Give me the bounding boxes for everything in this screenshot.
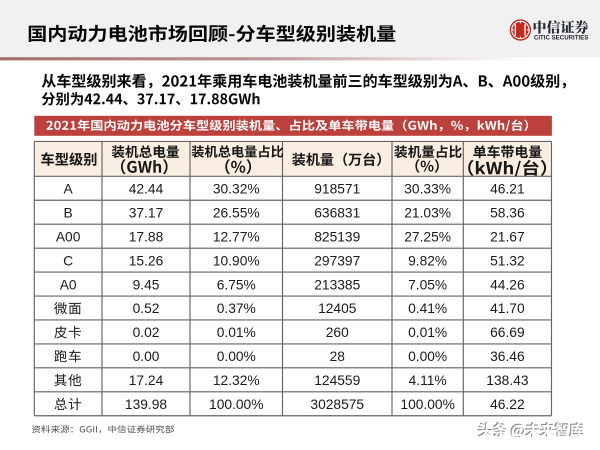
svg-text:46.21: 46.21: [490, 181, 525, 196]
svg-text:6.75%: 6.75%: [217, 277, 256, 292]
svg-text:10.90%: 10.90%: [213, 253, 260, 268]
svg-text:17.24: 17.24: [129, 373, 164, 388]
svg-text:0.01%: 0.01%: [408, 325, 447, 340]
svg-text:297397: 297397: [314, 253, 360, 268]
svg-text:44.26: 44.26: [490, 277, 525, 292]
svg-text:C: C: [63, 253, 73, 268]
svg-text:30.33%: 30.33%: [404, 181, 451, 196]
svg-text:27.25%: 27.25%: [404, 229, 451, 244]
svg-text:A00: A00: [56, 229, 81, 244]
svg-text:636831: 636831: [314, 205, 360, 220]
svg-text:100.00%: 100.00%: [400, 397, 454, 412]
svg-text:213385: 213385: [314, 277, 360, 292]
svg-text:15.26: 15.26: [129, 253, 164, 268]
svg-text:260: 260: [326, 325, 349, 340]
svg-text:0.02: 0.02: [133, 325, 160, 340]
svg-text:A0: A0: [60, 277, 77, 292]
svg-text:37.17: 37.17: [129, 205, 164, 220]
svg-text:9.45: 9.45: [133, 277, 160, 292]
svg-text:46.22: 46.22: [490, 397, 525, 412]
svg-text:9.82%: 9.82%: [408, 253, 447, 268]
svg-text:28: 28: [330, 349, 346, 364]
svg-text:100.00%: 100.00%: [209, 397, 263, 412]
svg-text:66.69: 66.69: [490, 325, 525, 340]
svg-text:51.32: 51.32: [490, 253, 525, 268]
svg-text:0.52: 0.52: [133, 301, 160, 316]
svg-text:3028575: 3028575: [310, 397, 364, 412]
svg-text:0.00%: 0.00%: [217, 349, 256, 364]
svg-text:21.03%: 21.03%: [404, 205, 451, 220]
svg-text:4.11%: 4.11%: [409, 373, 447, 388]
svg-text:CITIC SECURITIES: CITIC SECURITIES: [534, 34, 589, 41]
svg-text:12.77%: 12.77%: [213, 229, 260, 244]
svg-text:0.00%: 0.00%: [408, 349, 447, 364]
svg-text:A: A: [64, 181, 74, 196]
svg-text:825139: 825139: [314, 229, 360, 244]
svg-text:0.41%: 0.41%: [408, 301, 447, 316]
svg-text:42.44: 42.44: [129, 181, 164, 196]
svg-text:0.37%: 0.37%: [217, 301, 256, 316]
svg-text:7.05%: 7.05%: [408, 277, 447, 292]
svg-text:12.32%: 12.32%: [213, 373, 260, 388]
svg-text:36.46: 36.46: [490, 349, 525, 364]
svg-text:0.01%: 0.01%: [217, 325, 256, 340]
svg-text:21.67: 21.67: [490, 229, 525, 244]
svg-text:124559: 124559: [314, 373, 360, 388]
svg-text:138.43: 138.43: [486, 373, 529, 388]
svg-text:26.55%: 26.55%: [213, 205, 260, 220]
svg-text:0.00: 0.00: [133, 349, 160, 364]
svg-text:12405: 12405: [318, 301, 357, 316]
svg-text:30.32%: 30.32%: [213, 181, 260, 196]
svg-text:918571: 918571: [314, 181, 360, 196]
svg-text:17.88: 17.88: [129, 229, 164, 244]
svg-text:58.36: 58.36: [490, 205, 525, 220]
svg-text:41.70: 41.70: [490, 301, 525, 316]
svg-text:139.98: 139.98: [125, 397, 168, 412]
svg-text:B: B: [64, 205, 73, 220]
